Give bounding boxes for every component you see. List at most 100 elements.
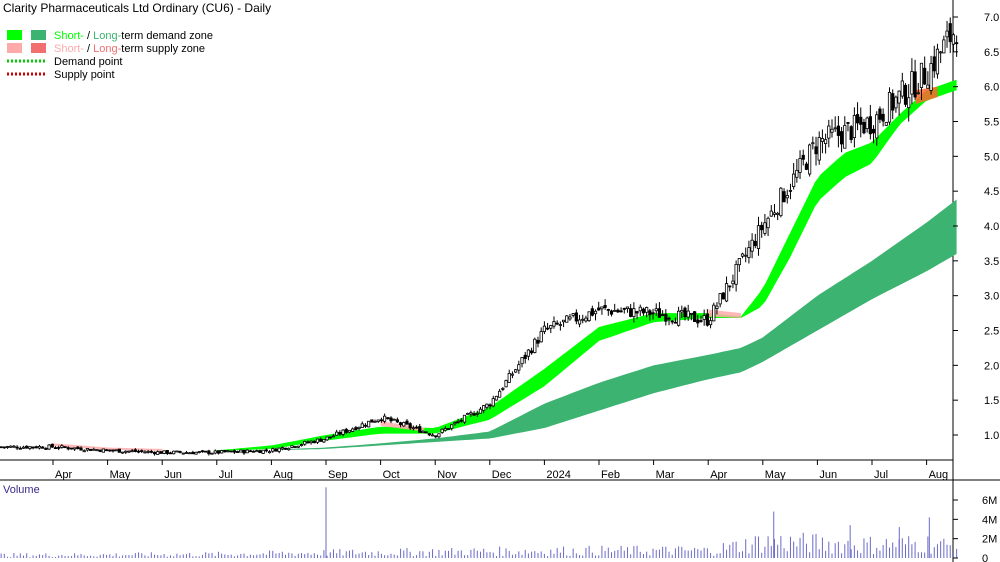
candle-body [82, 450, 86, 453]
candle-body [194, 451, 198, 455]
candle-body [597, 307, 601, 311]
candle-body [162, 450, 166, 454]
candle-body [782, 191, 786, 203]
candle-body [881, 113, 885, 122]
candle-body [619, 310, 623, 313]
candle-body [763, 222, 767, 234]
candle-body [446, 428, 451, 430]
candle-body [149, 451, 153, 453]
candle-body [130, 450, 134, 453]
candle-body [747, 247, 751, 258]
candle-body [677, 310, 681, 326]
candle-body [437, 433, 441, 438]
legend-supply-point: Supply point [54, 69, 115, 81]
candle-body [510, 373, 515, 376]
time-tick-label: May [110, 469, 131, 481]
candle-body [143, 451, 147, 454]
candle-body [558, 324, 562, 326]
candle-body [795, 169, 799, 178]
candle-body [670, 320, 674, 323]
candle-body [312, 440, 316, 444]
candle-body [277, 447, 281, 452]
candle-body [545, 327, 550, 330]
volume-tick-label: 0 [982, 553, 988, 562]
candle-body [114, 449, 118, 452]
candle-body [66, 447, 70, 450]
price-axis-ticks: 7.0 6.5 6.0 5.5 5.0 4.5 4.0 3.5 3.0 2.5 2.0 1.5 1.0 [953, 12, 999, 442]
candle-body [565, 315, 569, 323]
candle-body [475, 412, 479, 415]
candle-body [248, 450, 252, 453]
candle-body [472, 413, 476, 416]
candle-body [552, 321, 556, 327]
volume-axis-ticks: 6M 4M 2M 0 [953, 495, 997, 562]
candle-body [657, 308, 662, 318]
time-tick-label: Jun [819, 469, 837, 481]
chart-title: Clarity Pharmaceuticals Ltd Ordinary (CU… [3, 1, 271, 15]
candle-body [478, 408, 483, 414]
candle-body [606, 309, 610, 311]
candle-body [571, 313, 575, 316]
candle-body [405, 420, 409, 425]
candle-body [79, 447, 83, 451]
legend-demand-sep: / [84, 30, 93, 42]
candle-body [264, 449, 268, 452]
price-tick-label: 5.0 [984, 151, 999, 163]
candle-body [581, 318, 585, 321]
candle-body [50, 443, 54, 448]
candle-body [418, 426, 422, 433]
candle-body [255, 450, 259, 453]
candle-body [622, 307, 626, 310]
candle-body [600, 306, 604, 310]
candle-body [127, 450, 131, 453]
time-tick-label: Sep [328, 469, 348, 481]
candle-body [955, 42, 959, 45]
candle-body [450, 424, 454, 429]
candle-body [629, 308, 633, 317]
candle-body [344, 428, 348, 433]
candle-body [427, 433, 431, 436]
candle-body [34, 446, 38, 449]
candle-body [140, 450, 144, 453]
candle-body [402, 422, 406, 427]
candle-body [708, 320, 713, 326]
legend-demand-point: Demand point [54, 56, 123, 68]
candle-body [15, 446, 19, 449]
candle-body [542, 325, 546, 332]
candle-body [894, 96, 898, 109]
candle-body [488, 404, 492, 407]
candle-body [884, 121, 888, 126]
volume-tick-label: 6M [982, 495, 997, 507]
candle-body [117, 448, 121, 453]
candle-body [63, 446, 67, 449]
candle-body [779, 187, 783, 217]
volume-label: Volume [3, 484, 40, 496]
legend-long-supply-swatch [31, 43, 46, 53]
candle-body [734, 264, 738, 285]
candle-body [341, 429, 345, 435]
candle-body [804, 163, 809, 170]
price-tick-label: 4.5 [984, 186, 999, 198]
candle-body [319, 438, 323, 442]
candle-body [724, 283, 729, 302]
candle-body [865, 117, 869, 130]
candle-body [859, 116, 863, 125]
candle-body [37, 446, 42, 449]
candle-body [897, 90, 901, 104]
candle-body [756, 225, 761, 249]
candle-body [609, 310, 614, 315]
time-tick-label: Jul [219, 469, 233, 481]
candle-body [306, 441, 310, 444]
price-tick-label: 6.5 [984, 47, 999, 59]
candle-body [932, 56, 936, 72]
candle-body [772, 212, 777, 215]
candle-body [200, 450, 205, 453]
candle-body [731, 280, 735, 285]
candle-body [833, 127, 837, 130]
time-tick-label: Dec [492, 469, 512, 481]
candle-body [533, 338, 537, 353]
price-tick-label: 1.0 [984, 430, 999, 442]
candle-body [887, 92, 892, 123]
candle-body [213, 450, 217, 454]
